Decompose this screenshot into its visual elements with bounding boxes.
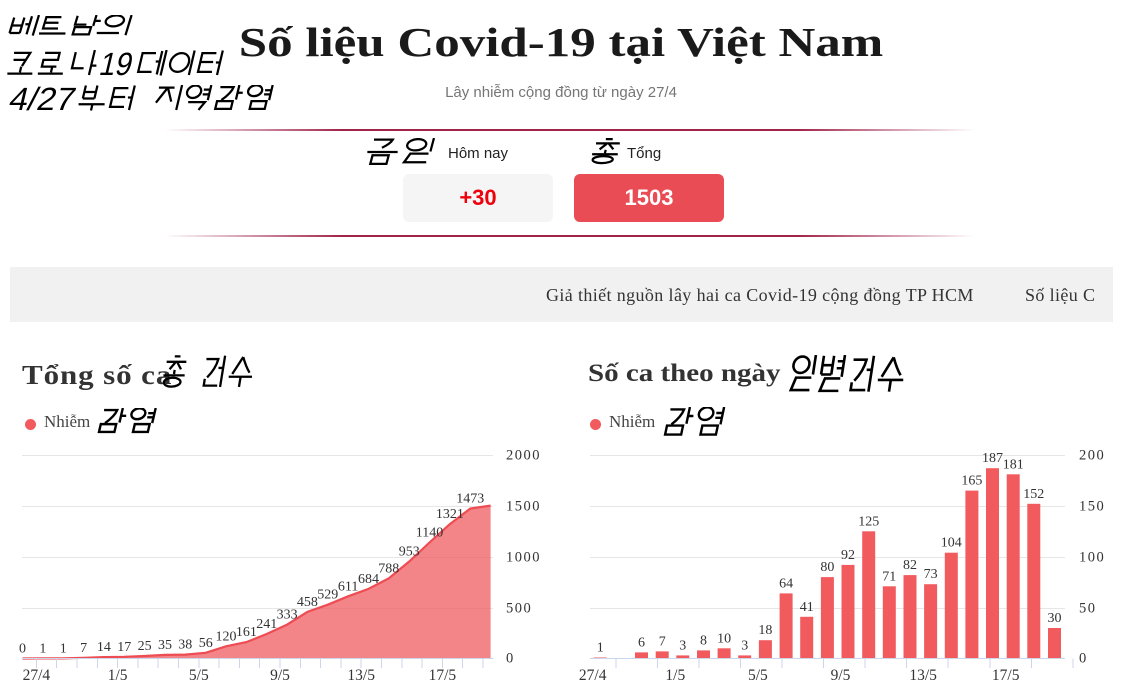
svg-text:17: 17 — [117, 640, 131, 655]
svg-text:56: 56 — [199, 636, 213, 651]
svg-text:187: 187 — [982, 451, 1003, 466]
svg-text:684: 684 — [358, 572, 379, 587]
svg-text:19: 19 — [96, 50, 136, 76]
svg-text:150: 150 — [1079, 499, 1105, 515]
svg-text:30: 30 — [1048, 611, 1062, 626]
svg-text:71: 71 — [882, 569, 896, 584]
svg-text:0: 0 — [19, 642, 26, 657]
svg-text:17/5: 17/5 — [992, 667, 1020, 684]
svg-text:6: 6 — [638, 635, 645, 650]
svg-text:1140: 1140 — [416, 526, 443, 541]
svg-text:104: 104 — [941, 536, 962, 551]
svg-text:788: 788 — [378, 561, 399, 576]
svg-text:3: 3 — [741, 638, 748, 653]
svg-text:1: 1 — [39, 641, 46, 656]
svg-text:100: 100 — [1079, 550, 1105, 566]
svg-text:125: 125 — [858, 514, 879, 529]
svg-text:1: 1 — [597, 641, 604, 656]
svg-text:1/5: 1/5 — [108, 667, 128, 684]
svg-text:3: 3 — [679, 638, 686, 653]
svg-text:120: 120 — [216, 629, 237, 644]
svg-text:4/27: 4/27 — [7, 85, 79, 111]
svg-text:241: 241 — [256, 617, 277, 632]
svg-text:50: 50 — [1079, 601, 1097, 617]
svg-text:13/5: 13/5 — [347, 667, 375, 684]
svg-text:27/4: 27/4 — [23, 667, 51, 684]
svg-text:1473: 1473 — [456, 492, 484, 507]
svg-text:152: 152 — [1023, 487, 1044, 502]
svg-text:165: 165 — [961, 474, 982, 489]
svg-text:333: 333 — [277, 608, 298, 623]
svg-text:611: 611 — [338, 579, 358, 594]
svg-text:38: 38 — [178, 638, 192, 653]
svg-text:13/5: 13/5 — [909, 667, 937, 684]
svg-text:458: 458 — [297, 595, 318, 610]
svg-text:41: 41 — [800, 600, 814, 615]
svg-text:64: 64 — [779, 576, 793, 591]
svg-text:161: 161 — [236, 625, 257, 640]
svg-text:25: 25 — [138, 639, 152, 654]
svg-text:5/5: 5/5 — [189, 667, 209, 684]
svg-text:73: 73 — [924, 567, 938, 582]
svg-text:500: 500 — [506, 601, 532, 617]
svg-text:14: 14 — [97, 640, 111, 655]
svg-text:27/4: 27/4 — [579, 667, 607, 684]
svg-text:10: 10 — [717, 631, 731, 646]
svg-text:2000: 2000 — [506, 448, 541, 464]
svg-text:82: 82 — [903, 558, 917, 573]
svg-text:1000: 1000 — [506, 550, 541, 566]
svg-text:1/5: 1/5 — [665, 667, 685, 684]
svg-text:7: 7 — [80, 641, 87, 656]
svg-text:17/5: 17/5 — [429, 667, 457, 684]
svg-text:529: 529 — [317, 588, 338, 603]
svg-text:181: 181 — [1003, 457, 1024, 472]
svg-text:35: 35 — [158, 638, 172, 653]
svg-text:200: 200 — [1079, 448, 1105, 464]
svg-text:5/5: 5/5 — [748, 667, 768, 684]
svg-text:1321: 1321 — [436, 507, 464, 522]
svg-text:7: 7 — [659, 634, 666, 649]
svg-text:9/5: 9/5 — [270, 667, 290, 684]
svg-text:0: 0 — [506, 651, 515, 667]
svg-text:9/5: 9/5 — [831, 667, 851, 684]
svg-text:80: 80 — [820, 560, 834, 575]
svg-text:953: 953 — [399, 545, 420, 560]
svg-text:8: 8 — [700, 633, 707, 648]
svg-text:18: 18 — [758, 623, 772, 638]
svg-text:1500: 1500 — [506, 499, 541, 515]
svg-text:0: 0 — [1079, 651, 1088, 667]
svg-text:92: 92 — [841, 548, 855, 563]
svg-text:1: 1 — [60, 641, 67, 656]
